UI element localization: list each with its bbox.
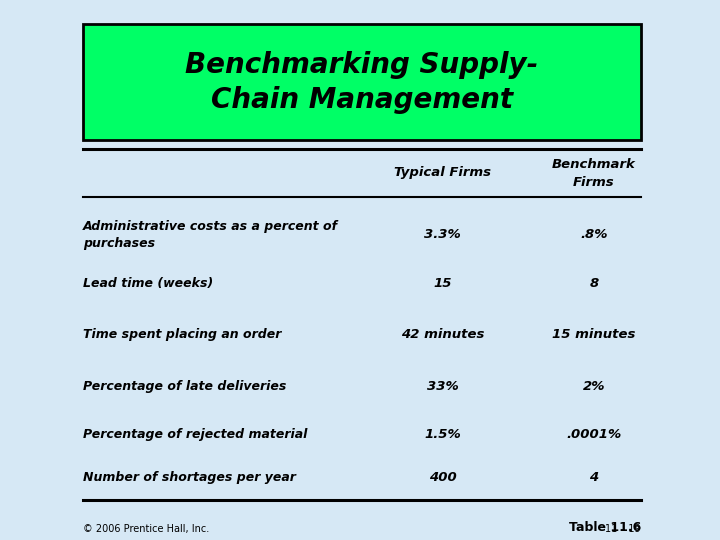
Text: 42 minutes: 42 minutes: [401, 328, 485, 341]
Text: Percentage of rejected material: Percentage of rejected material: [83, 428, 307, 441]
Text: 33%: 33%: [427, 380, 459, 393]
Text: Firms: Firms: [573, 176, 615, 189]
Text: 8: 8: [590, 277, 598, 290]
Text: Benchmark: Benchmark: [552, 158, 636, 171]
Text: Number of shortages per year: Number of shortages per year: [83, 471, 296, 484]
Text: Typical Firms: Typical Firms: [395, 166, 491, 179]
Text: 3.3%: 3.3%: [424, 228, 462, 241]
Text: Lead time (weeks): Lead time (weeks): [83, 277, 213, 290]
Text: Percentage of late deliveries: Percentage of late deliveries: [83, 380, 286, 393]
Text: 4: 4: [590, 471, 598, 484]
Text: 11 – 19: 11 – 19: [606, 523, 641, 534]
Text: Time spent placing an order: Time spent placing an order: [83, 328, 282, 341]
Text: 1.5%: 1.5%: [424, 428, 462, 441]
Text: 2%: 2%: [582, 380, 606, 393]
FancyBboxPatch shape: [83, 24, 641, 140]
Text: Chain Management: Chain Management: [211, 86, 513, 114]
Text: 15 minutes: 15 minutes: [552, 328, 636, 341]
Text: Benchmarking Supply-: Benchmarking Supply-: [185, 51, 539, 78]
Text: .8%: .8%: [580, 228, 608, 241]
Text: © 2006 Prentice Hall, Inc.: © 2006 Prentice Hall, Inc.: [83, 523, 209, 534]
Text: 400: 400: [429, 471, 456, 484]
Text: .0001%: .0001%: [567, 428, 621, 441]
Text: 15: 15: [433, 277, 452, 290]
Text: Administrative costs as a percent of
purchases: Administrative costs as a percent of pur…: [83, 220, 338, 250]
Text: Table 11.6: Table 11.6: [569, 521, 641, 534]
